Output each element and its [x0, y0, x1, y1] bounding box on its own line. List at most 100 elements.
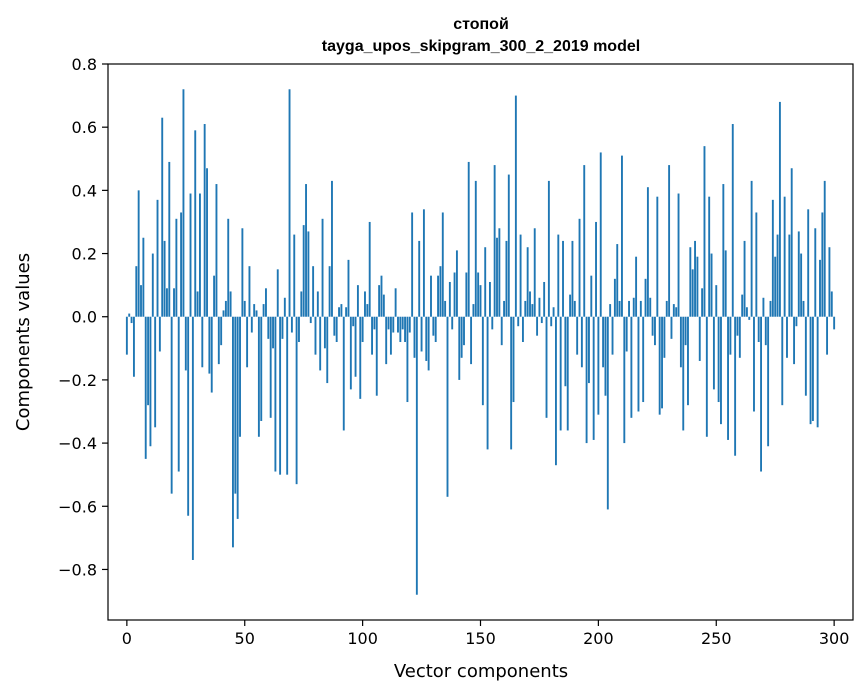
bar-104 [371, 316, 373, 355]
bar-190 [573, 300, 576, 317]
bar-62 [272, 316, 274, 349]
bar-263 [745, 307, 748, 317]
bar-124 [418, 240, 421, 317]
bar-70 [290, 316, 293, 333]
bar-288 [804, 316, 807, 396]
bar-76 [305, 184, 307, 317]
y-axis-ticks: −0.8 −0.6 −0.4 −0.2 0.0 0.2 0.4 0.6 0.8 [58, 55, 108, 579]
y-tick-label: 0.6 [72, 118, 97, 137]
bar-116 [399, 316, 402, 342]
bar-176 [540, 316, 543, 324]
bar-56 [257, 316, 260, 437]
bars-group [125, 89, 836, 595]
bar-153 [486, 316, 489, 450]
bar-117 [401, 316, 404, 330]
y-tick-label: −0.8 [58, 560, 97, 579]
chart-title-line1: стопой [453, 16, 509, 33]
bar-18 [168, 161, 171, 317]
bar-224 [654, 316, 656, 346]
bar-84 [323, 316, 326, 349]
y-tick-label: 0.4 [72, 181, 97, 200]
bar-58 [262, 304, 265, 317]
bar-217 [637, 316, 640, 412]
x-tick-label: 250 [701, 629, 732, 648]
bar-277 [778, 101, 781, 317]
bar-89 [335, 316, 338, 342]
bar-54 [253, 304, 256, 317]
bar-41 [222, 310, 225, 317]
bar-139 [453, 272, 456, 317]
bar-170 [526, 247, 529, 317]
bar-134 [441, 212, 444, 317]
bar-43 [227, 218, 230, 317]
bar-206 [611, 316, 614, 355]
x-tick-label: 50 [235, 629, 255, 648]
bar-75 [302, 225, 305, 317]
bar-110 [385, 316, 388, 365]
bar-92 [342, 316, 345, 431]
bar-118 [404, 316, 406, 342]
bar-36 [210, 316, 213, 393]
bar-219 [642, 316, 645, 403]
bar-291 [811, 316, 814, 421]
bar-141 [458, 316, 461, 380]
bar-67 [283, 297, 286, 317]
bar-33 [203, 124, 206, 317]
bar-274 [771, 199, 774, 317]
bar-47 [236, 316, 239, 519]
bar-93 [345, 307, 348, 317]
bar-177 [543, 281, 546, 317]
bar-15 [161, 117, 164, 317]
bar-4 [135, 266, 138, 317]
bar-203 [604, 316, 607, 396]
bar-52 [248, 266, 251, 317]
bar-163 [510, 316, 513, 450]
bar-223 [651, 316, 654, 336]
bar-241 [694, 240, 696, 317]
bar-275 [774, 256, 777, 317]
bar-285 [797, 231, 800, 317]
bar-145 [467, 161, 470, 317]
bar-101 [364, 291, 366, 317]
bar-79 [312, 266, 315, 317]
bar-208 [616, 244, 619, 317]
bar-40 [220, 316, 223, 346]
bar-201 [599, 152, 602, 317]
bar-246 [705, 316, 708, 437]
bar-146 [470, 316, 473, 365]
bar-235 [679, 316, 682, 368]
bar-286 [800, 253, 803, 317]
bar-183 [557, 234, 560, 317]
bar-113 [392, 316, 395, 333]
bar-35 [208, 316, 211, 374]
bar-9 [147, 316, 150, 406]
bar-24 [182, 89, 185, 317]
bar-214 [630, 316, 633, 418]
bar-103 [368, 221, 371, 317]
bar-265 [750, 180, 753, 317]
bar-231 [670, 316, 673, 339]
bar-252 [720, 316, 722, 425]
y-tick-label: −0.6 [58, 497, 97, 516]
bar-197 [590, 275, 593, 317]
bar-27 [189, 193, 192, 317]
bar-198 [592, 316, 595, 440]
bar-205 [609, 304, 612, 317]
bar-23 [180, 212, 183, 317]
bar-53 [250, 316, 253, 333]
bar-107 [378, 285, 381, 317]
bar-48 [239, 316, 241, 437]
bar-169 [524, 300, 527, 317]
bar-218 [639, 300, 642, 317]
bar-123 [415, 316, 418, 595]
bar-186 [564, 316, 567, 387]
bar-209 [618, 300, 621, 317]
bar-112 [389, 316, 392, 355]
bar-73 [298, 316, 300, 342]
bar-300 [833, 316, 836, 330]
bar-212 [625, 316, 628, 352]
bar-34 [206, 168, 208, 317]
bar-210 [621, 155, 623, 317]
bar-26 [187, 316, 190, 516]
